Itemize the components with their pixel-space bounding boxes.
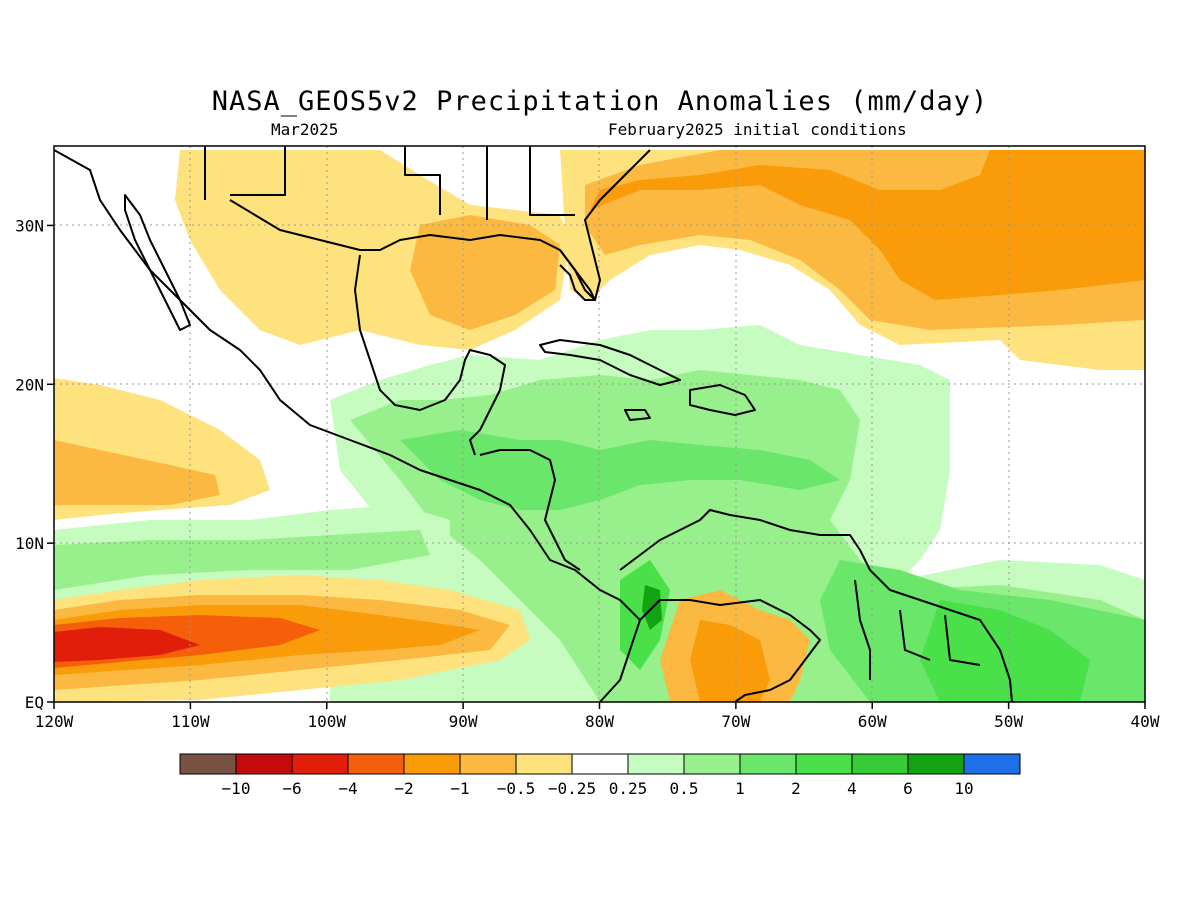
latitude-axis: EQ 10N 20N 30N: [15, 216, 54, 712]
initial-conditions: February2025 initial conditions: [608, 120, 907, 139]
lon-tick-label: 70W: [721, 712, 750, 731]
venezuela-border: [639, 599, 821, 702]
gulf-of-mexico-coast: [229, 199, 596, 301]
colorbar-label: 1: [735, 779, 745, 798]
coastlines: [54, 146, 1013, 702]
colorbar-label: −10: [222, 779, 251, 798]
colorbar-swatch: [515, 753, 573, 775]
lat-tick-label: 30N: [15, 216, 44, 235]
gridlines: [54, 146, 1145, 702]
colorbar-label: 6: [903, 779, 913, 798]
dry-region-venezuela-core: [690, 620, 770, 702]
colorbar-label: 2: [791, 779, 801, 798]
wet-region-guianas-core: [920, 600, 1090, 702]
colorbar: −10 −6 −4 −2 −1 −0.5 −0.25 0.25 0.5 1 2 4 6 10: [179, 753, 1021, 798]
colorbar-swatch: [627, 753, 685, 775]
us-state-borders: [204, 146, 575, 220]
colorbar-swatch: [851, 753, 909, 775]
lat-tick-label: 10N: [15, 534, 44, 553]
lon-tick-label: 90W: [449, 712, 478, 731]
hispaniola: [689, 384, 756, 416]
wet-band-pacific-mid: [54, 530, 430, 590]
colorbar-swatch: [963, 753, 1021, 775]
colorbar-label: 4: [847, 779, 857, 798]
south-america-north-coast: [619, 509, 1013, 702]
chart-title: NASA_GEOS5v2 Precipitation Anomalies (mm…: [211, 86, 989, 117]
colorbar-swatch: [179, 753, 237, 775]
lon-tick-label: 40W: [1131, 712, 1160, 731]
dry-region-atlantic-core: [590, 150, 1145, 300]
lon-tick-label: 110W: [171, 712, 210, 731]
colorbar-swatch: [571, 753, 629, 775]
baja-california: [124, 194, 191, 331]
colorbar-swatch: [347, 753, 405, 775]
dry-region-gulf-core: [410, 215, 560, 330]
colorbar-label: −6: [282, 779, 301, 798]
colorbar-label: 10: [954, 779, 973, 798]
jamaica: [624, 409, 651, 421]
colorbar-label: −4: [338, 779, 357, 798]
guianas-borders: [854, 579, 981, 680]
cuba: [539, 339, 681, 386]
colorbar-label: −0.5: [497, 779, 536, 798]
dry-band-pacific-core: [54, 627, 200, 662]
longitude-axis: 120W 110W 100W 90W 80W 70W 60W 50W 40W: [35, 702, 1160, 731]
colorbar-swatch: [235, 753, 293, 775]
lon-tick-label: 100W: [307, 712, 346, 731]
lon-tick-label: 60W: [858, 712, 887, 731]
lat-tick-label: 20N: [15, 375, 44, 394]
lat-tick-label: EQ: [25, 693, 44, 712]
colorbar-label: −2: [394, 779, 413, 798]
colorbar-swatch: [795, 753, 853, 775]
anomaly-field: [54, 146, 1145, 702]
forecast-month: Mar2025: [271, 120, 339, 139]
colorbar-swatch: [459, 753, 517, 775]
colorbar-swatch: [403, 753, 461, 775]
colorbar-swatch: [291, 753, 349, 775]
colorbar-label: 0.5: [670, 779, 699, 798]
lon-tick-label: 120W: [35, 712, 74, 731]
central-america: [479, 449, 581, 571]
colorbar-label: 0.25: [609, 779, 648, 798]
lon-tick-label: 50W: [994, 712, 1023, 731]
lon-tick-label: 80W: [585, 712, 614, 731]
mexico-pacific-coast: [54, 149, 641, 702]
florida: [559, 149, 651, 301]
dry-region-eastern-pacific-core: [54, 440, 220, 505]
mexico-gulf-coast: [354, 254, 506, 456]
colorbar-swatch: [683, 753, 741, 775]
colorbar-swatch: [907, 753, 965, 775]
colorbar-label: −0.25: [548, 779, 596, 798]
colorbar-swatch: [739, 753, 797, 775]
colorbar-label: −1: [450, 779, 469, 798]
